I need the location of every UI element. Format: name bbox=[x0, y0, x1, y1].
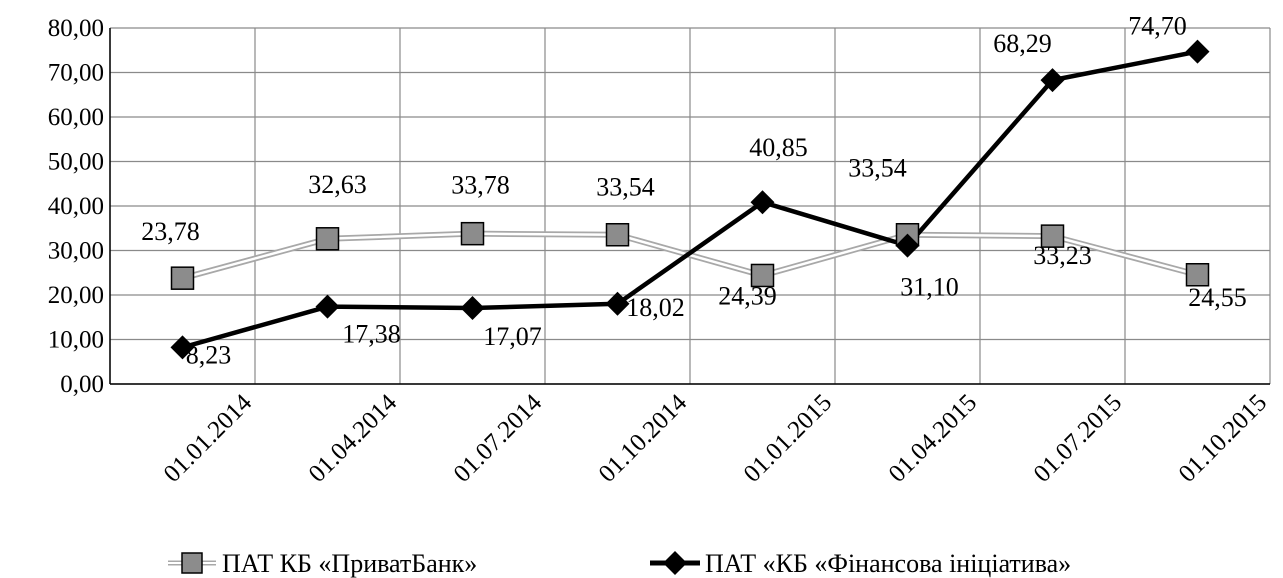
point-privatbank bbox=[1185, 263, 1210, 287]
point-finansova bbox=[170, 335, 195, 360]
point-finansova bbox=[1040, 68, 1065, 93]
x-tick-label: 01.07.2014 bbox=[449, 389, 548, 488]
point-finansova bbox=[750, 190, 775, 215]
y-tick-label: 50,00 bbox=[48, 149, 104, 176]
point-privatbank bbox=[1040, 224, 1065, 248]
point-finansova bbox=[460, 296, 485, 321]
y-tick-label: 60,00 bbox=[48, 104, 104, 131]
data-label-finansova: 74,70 bbox=[1128, 12, 1187, 41]
point-finansova bbox=[1185, 39, 1210, 64]
legend-marker-square-icon bbox=[181, 552, 203, 574]
data-label-privatbank: 33,78 bbox=[451, 171, 510, 200]
y-tick-label: 80,00 bbox=[48, 15, 104, 42]
point-privatbank bbox=[460, 221, 485, 246]
data-label-finansova: 68,29 bbox=[993, 29, 1052, 58]
data-label-privatbank: 24,55 bbox=[1188, 283, 1247, 312]
point-privatbank bbox=[170, 266, 195, 290]
data-label-finansova: 17,07 bbox=[483, 322, 542, 351]
data-labels: 23,78 32,63 33,78 33,54 24,39 33,54 33,23 24,55… bbox=[141, 12, 1247, 370]
point-finansova bbox=[315, 294, 340, 319]
legend: ПАТ КБ «ПриватБанк» ПАТ «КБ «Фінансова і… bbox=[168, 549, 1071, 578]
data-label-finansova: 31,10 bbox=[900, 273, 959, 302]
series bbox=[170, 39, 1210, 360]
x-tick-label: 01.01.2014 bbox=[159, 389, 258, 488]
x-tick-label: 01.01.2015 bbox=[739, 389, 838, 488]
y-tick-label: 70,00 bbox=[48, 60, 104, 87]
data-label-finansova: 40,85 bbox=[749, 133, 808, 162]
data-label-privatbank: 33,54 bbox=[848, 154, 907, 183]
y-axis-ticks: 0,00 10,00 20,00 30,00 40,00 50,00 60,00 70,00 8… bbox=[48, 15, 104, 398]
x-tick-label: 01.07.2015 bbox=[1029, 389, 1128, 488]
x-tick-label: 01.04.2014 bbox=[304, 389, 403, 488]
x-tick-label: 01.10.2015 bbox=[1174, 389, 1273, 488]
grid bbox=[109, 27, 1271, 385]
point-privatbank bbox=[750, 263, 775, 288]
data-label-privatbank: 24,39 bbox=[718, 281, 777, 310]
legend-item-finansova-initsiatyva: ПАТ «КБ «Фінансова ініціатива» bbox=[650, 549, 1071, 578]
data-label-privatbank: 32,63 bbox=[308, 170, 367, 199]
data-label-finansova: 8,23 bbox=[186, 340, 232, 369]
data-label-privatbank: 33,23 bbox=[1033, 241, 1092, 270]
y-tick-label: 0,00 bbox=[60, 371, 104, 398]
y-tick-label: 20,00 bbox=[48, 282, 104, 309]
point-finansova bbox=[895, 233, 920, 258]
y-tick-label: 40,00 bbox=[48, 193, 104, 220]
legend-label-privatbank: ПАТ КБ «ПриватБанк» bbox=[222, 549, 477, 578]
x-tick-label: 01.04.2015 bbox=[884, 389, 983, 488]
point-privatbank bbox=[315, 227, 340, 251]
legend-item-privatbank: ПАТ КБ «ПриватБанк» bbox=[168, 549, 477, 578]
x-axis-ticks: 01.01.2014 01.04.2014 01.07.2014 01.10.2014… bbox=[159, 389, 1273, 488]
data-label-privatbank: 23,78 bbox=[141, 217, 200, 246]
x-tick-label: 01.10.2014 bbox=[594, 389, 693, 488]
point-finansova bbox=[605, 291, 630, 316]
data-label-finansova: 18,02 bbox=[626, 293, 685, 322]
data-label-privatbank: 33,54 bbox=[596, 173, 655, 202]
data-label-finansova: 17,38 bbox=[342, 320, 401, 349]
y-tick-label: 10,00 bbox=[48, 327, 104, 354]
legend-label-finansova: ПАТ «КБ «Фінансова ініціатива» bbox=[705, 549, 1071, 578]
legend-marker-diamond-icon bbox=[663, 551, 687, 575]
point-privatbank bbox=[605, 222, 630, 247]
y-tick-label: 30,00 bbox=[48, 238, 104, 265]
series-line-finansova bbox=[181, 49, 1198, 350]
